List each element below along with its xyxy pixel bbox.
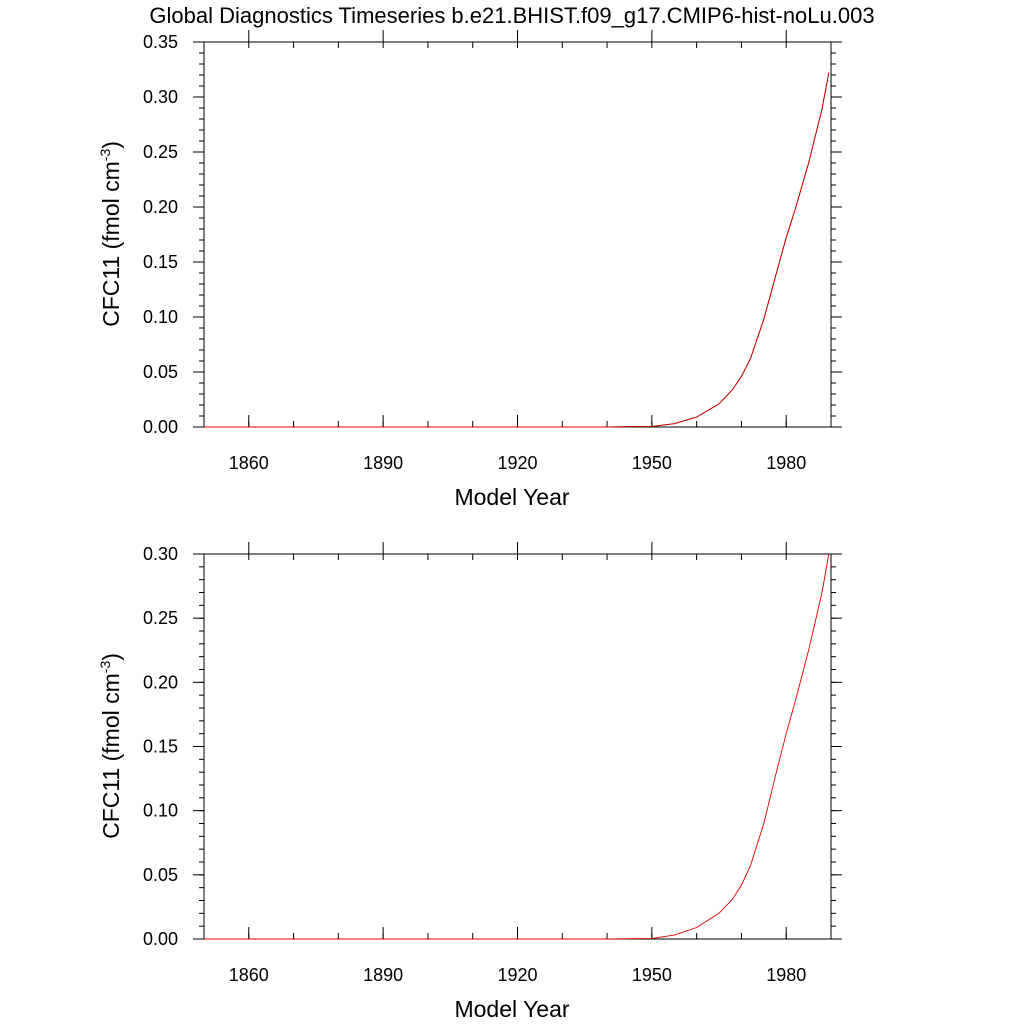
y-tick-label: 0.30	[143, 544, 178, 564]
y-tick-label: 0.15	[143, 252, 178, 272]
y-tick-label: 0.10	[143, 307, 178, 327]
y-axis-title: CFC11 (fmol cm-3)	[97, 653, 124, 839]
y-tick-label: 0.00	[143, 417, 178, 437]
plot-frame	[203, 553, 832, 940]
y-tick-label: 0.30	[143, 87, 178, 107]
x-tick-label: 1890	[363, 453, 403, 473]
x-tick-label: 1860	[229, 965, 269, 985]
x-tick-label: 1920	[497, 965, 537, 985]
y-tick-label: 0.25	[143, 142, 178, 162]
series-line	[204, 553, 830, 940]
x-tick-label: 1950	[632, 965, 672, 985]
figure-title: Global Diagnostics Timeseries b.e21.BHIS…	[149, 3, 874, 28]
x-tick-label: 1890	[363, 965, 403, 985]
x-tick-label: 1860	[229, 453, 269, 473]
y-tick-label: 0.10	[143, 801, 178, 821]
y-tick-label: 0.20	[143, 197, 178, 217]
series-line	[204, 72, 830, 428]
bottom-panel: Model Year CFC11 (fmol cm-3) 1860 1890 192…	[97, 542, 842, 1022]
y-tick-label: 0.35	[143, 32, 178, 52]
y-tick-label: 0.20	[143, 672, 178, 692]
y-tick-label: 0.05	[143, 362, 178, 382]
y-tick-label: 0.15	[143, 737, 178, 757]
plot-frame	[203, 41, 832, 428]
y-axis-title: CFC11 (fmol cm-3)	[97, 141, 124, 327]
y-tick-label: 0.25	[143, 608, 178, 628]
x-axis-title: Model Year	[454, 484, 569, 510]
x-tick-label: 1980	[766, 965, 806, 985]
y-tick-label: 0.05	[143, 865, 178, 885]
y-tick-label: 0.00	[143, 929, 178, 949]
x-axis-title: Model Year	[454, 996, 569, 1022]
x-tick-label: 1950	[632, 453, 672, 473]
x-tick-label: 1920	[497, 453, 537, 473]
series-line	[204, 72, 830, 428]
x-tick-label: 1980	[766, 453, 806, 473]
top-panel: Model Year CFC11 (fmol cm-3) 1860 1890 192…	[97, 30, 842, 510]
